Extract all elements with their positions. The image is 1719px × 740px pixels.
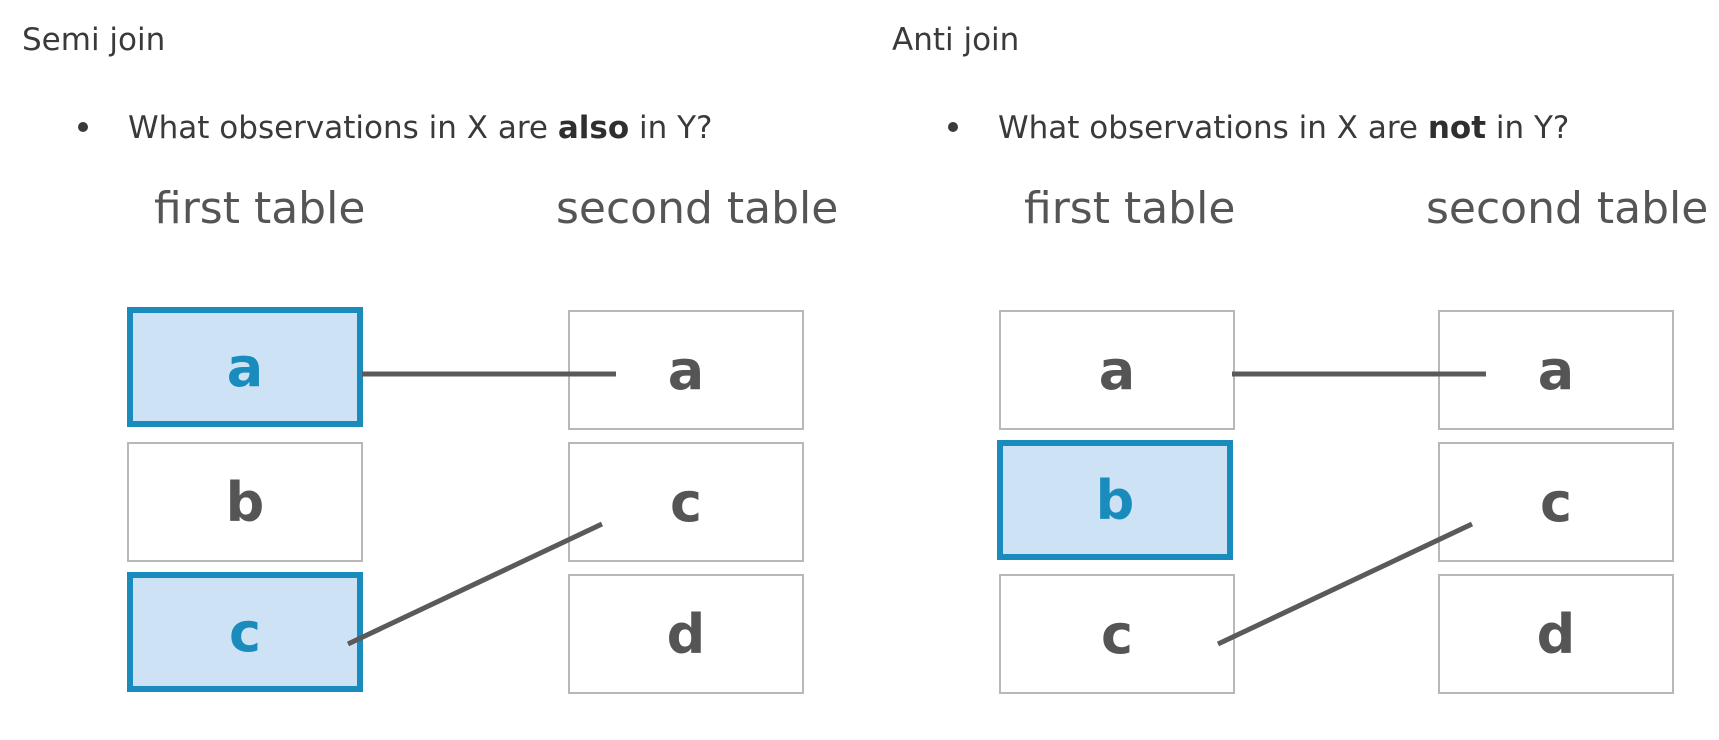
second-table-row-a: a	[568, 310, 804, 430]
second-table-title: second table	[1426, 183, 1709, 234]
second-table-row-c: c	[568, 442, 804, 562]
first-table-row-b: b	[997, 440, 1233, 560]
second-table-row-d: d	[1438, 574, 1674, 694]
second-table-row-d: d	[568, 574, 804, 694]
question-text-pre: What observations in X are	[128, 110, 558, 146]
bullet-icon	[948, 121, 958, 132]
link-c-to-c	[1216, 521, 1474, 647]
bullet-icon	[78, 121, 88, 132]
anti-join-question: What observations in X are not in Y?	[948, 110, 1569, 146]
semi-join-panel: Semi join What observations in X are als…	[22, 22, 839, 694]
second-table-row-a: a	[1438, 310, 1674, 430]
semi-join-heading: Semi join	[22, 22, 166, 58]
first-table-title: first table	[154, 183, 366, 234]
second-table-title: second table	[556, 183, 839, 234]
anti-join-panel: Anti join What observations in X are not…	[870, 0, 1719, 740]
semi-join-question: What observations in X are also in Y?	[78, 110, 713, 146]
first-table-title: first table	[1024, 183, 1236, 234]
anti-join-heading: Anti join	[892, 22, 1020, 58]
second-table-row-c: c	[1438, 442, 1674, 562]
first-table-row-b: b	[127, 442, 363, 562]
question-emphasis: not	[1427, 110, 1487, 146]
first-table-row-c: c	[127, 572, 363, 692]
first-table-row-a: a	[999, 310, 1235, 430]
first-table-row-c: c	[999, 574, 1235, 694]
first-table-row-a: a	[127, 307, 363, 427]
question-text-pre: What observations in X are	[998, 110, 1428, 146]
question-text-post: in Y?	[1486, 110, 1570, 146]
question-emphasis: also	[557, 110, 630, 146]
link-c-to-c	[346, 521, 604, 647]
question-text-post: in Y?	[629, 110, 713, 146]
